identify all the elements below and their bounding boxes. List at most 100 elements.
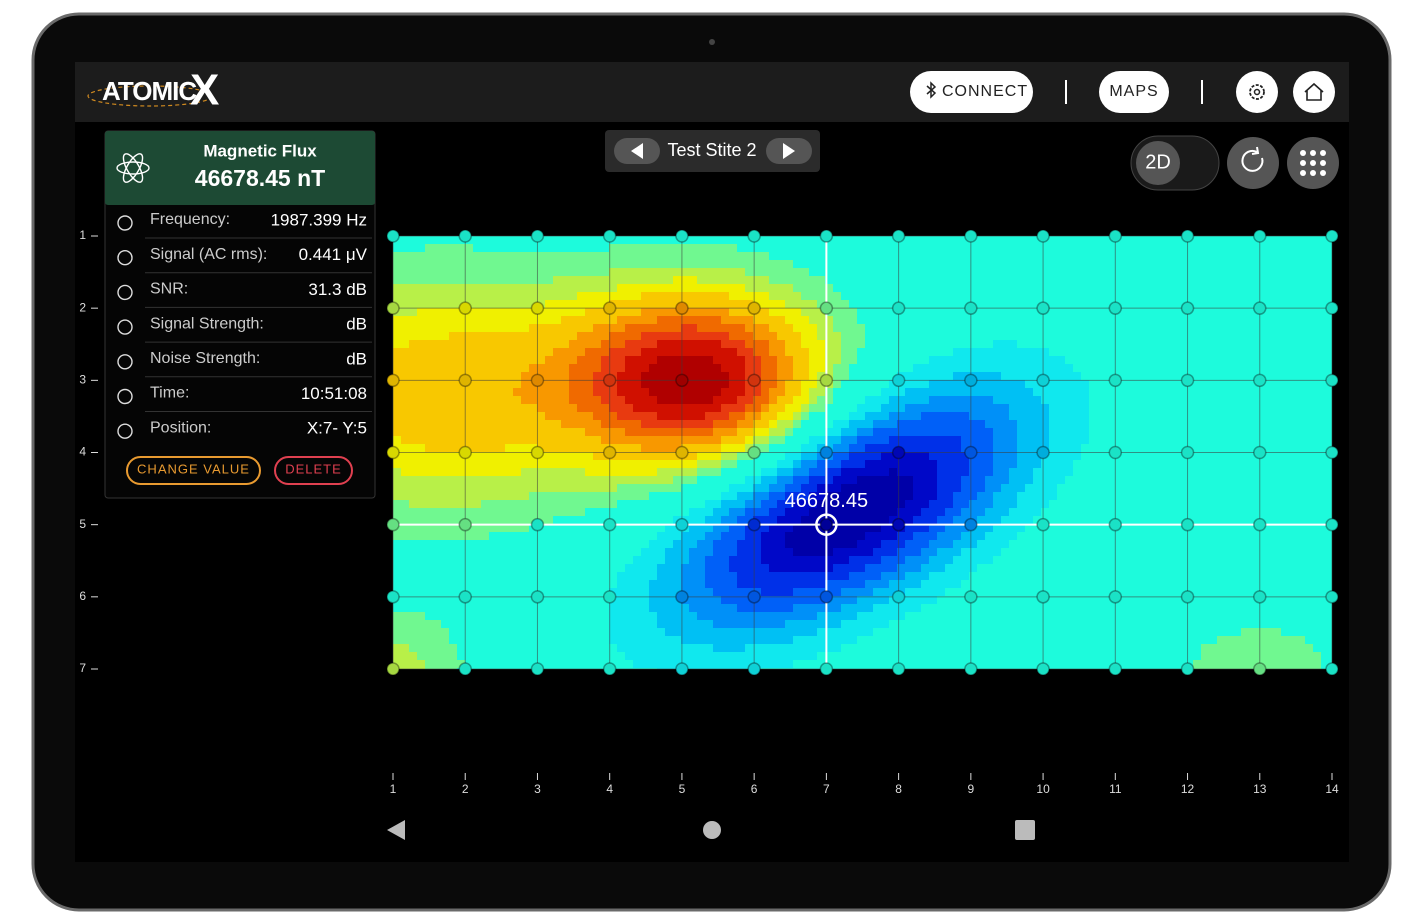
contour-cell xyxy=(993,340,1002,349)
contour-cell xyxy=(1105,356,1114,365)
contour-cell xyxy=(785,300,794,309)
contour-cell xyxy=(449,308,458,317)
refresh-button[interactable] xyxy=(1227,137,1279,189)
contour-cell xyxy=(1169,500,1178,509)
contour-cell xyxy=(1273,380,1282,389)
contour-cell xyxy=(1017,412,1026,421)
contour-cell xyxy=(585,460,594,469)
contour-cell xyxy=(1249,468,1258,477)
contour-cell xyxy=(1329,532,1332,541)
contour-cell xyxy=(1105,396,1114,405)
contour-cell xyxy=(1289,444,1298,453)
delete-label[interactable]: DELETE xyxy=(285,461,342,476)
contour-cell xyxy=(417,500,426,509)
contour-cell xyxy=(1313,460,1322,469)
view-toggle-label[interactable]: 2D xyxy=(1145,151,1171,173)
contour-cell xyxy=(577,508,586,517)
home-button[interactable] xyxy=(1293,71,1335,113)
maps-button[interactable] xyxy=(1099,71,1169,113)
connect-button[interactable] xyxy=(910,71,1033,113)
change-value-label[interactable]: CHANGE VALUE xyxy=(137,461,250,476)
contour-cell xyxy=(441,396,450,405)
contour-cell xyxy=(1273,420,1282,429)
contour-cell xyxy=(753,252,762,261)
contour-cell xyxy=(1121,420,1130,429)
contour-cell xyxy=(673,396,682,405)
contour-cell xyxy=(1081,340,1090,349)
contour-cell xyxy=(1169,316,1178,325)
contour-cell xyxy=(857,308,866,317)
contour-cell xyxy=(705,380,714,389)
contour-cell xyxy=(753,340,762,349)
connect-label[interactable]: CONNECT xyxy=(942,83,1028,100)
contour-cell xyxy=(1177,532,1186,541)
contour-cell xyxy=(817,460,826,469)
contour-cell xyxy=(673,532,682,541)
contour-cell xyxy=(593,556,602,565)
contour-cell xyxy=(1185,404,1194,413)
change-value-button[interactable] xyxy=(126,456,261,485)
contour-cell xyxy=(481,452,490,461)
contour-cell xyxy=(1137,380,1146,389)
contour-cell xyxy=(1137,364,1146,373)
contour-cell xyxy=(1089,540,1098,549)
contour-cell xyxy=(705,532,714,541)
contour-cell xyxy=(873,276,882,285)
contour-cell xyxy=(1057,348,1066,357)
contour-cell xyxy=(881,244,890,253)
contour-cell xyxy=(825,348,834,357)
contour-cell xyxy=(553,388,562,397)
contour-cell xyxy=(561,484,570,493)
contour-cell xyxy=(1265,492,1274,501)
contour-cell xyxy=(457,276,466,285)
contour-cell xyxy=(945,356,954,365)
contour-cell xyxy=(945,508,954,517)
contour-cell xyxy=(561,564,570,573)
contour-cell xyxy=(617,548,626,557)
contour-cell xyxy=(1273,300,1282,309)
contour-cell xyxy=(1057,388,1066,397)
contour-cell xyxy=(897,396,906,405)
contour-cell xyxy=(513,300,522,309)
contour-cell xyxy=(921,372,930,381)
contour-cell xyxy=(1217,340,1226,349)
contour-cell xyxy=(1265,316,1274,325)
contour-cell xyxy=(497,492,506,501)
contour-cell xyxy=(1313,444,1322,453)
contour-cell xyxy=(633,244,642,253)
contour-cell xyxy=(857,564,866,573)
contour-cell xyxy=(1281,364,1290,373)
contour-cell xyxy=(1209,308,1218,317)
contour-cell xyxy=(1249,268,1258,277)
contour-cell xyxy=(937,356,946,365)
maps-label[interactable]: MAPS xyxy=(1109,83,1158,100)
contour-cell xyxy=(601,460,610,469)
contour-cell xyxy=(681,284,690,293)
contour-cell xyxy=(449,260,458,269)
contour-cell xyxy=(713,428,722,437)
contour-cell xyxy=(401,388,410,397)
contour-cell xyxy=(497,252,506,261)
contour-cell xyxy=(1201,412,1210,421)
contour-cell xyxy=(529,556,538,565)
dot xyxy=(1320,150,1326,156)
contour-cell xyxy=(1001,476,1010,485)
contour-cell xyxy=(921,340,930,349)
contour-cell xyxy=(617,404,626,413)
contour-cell xyxy=(945,532,954,541)
contour-cell xyxy=(785,332,794,341)
settings-button[interactable] xyxy=(1236,71,1278,113)
contour-cell xyxy=(905,516,914,525)
contour-cell xyxy=(785,516,794,525)
contour-cell xyxy=(681,404,690,413)
contour-cell xyxy=(553,380,562,389)
contour-cell xyxy=(513,292,522,301)
contour-cell xyxy=(689,532,698,541)
contour-cell xyxy=(657,332,666,341)
contour-cell xyxy=(505,316,514,325)
contour-cell xyxy=(961,268,970,277)
contour-cell xyxy=(873,556,882,565)
contour-cell xyxy=(721,540,730,549)
contour-cell xyxy=(1265,348,1274,357)
delete-button[interactable] xyxy=(274,456,353,485)
